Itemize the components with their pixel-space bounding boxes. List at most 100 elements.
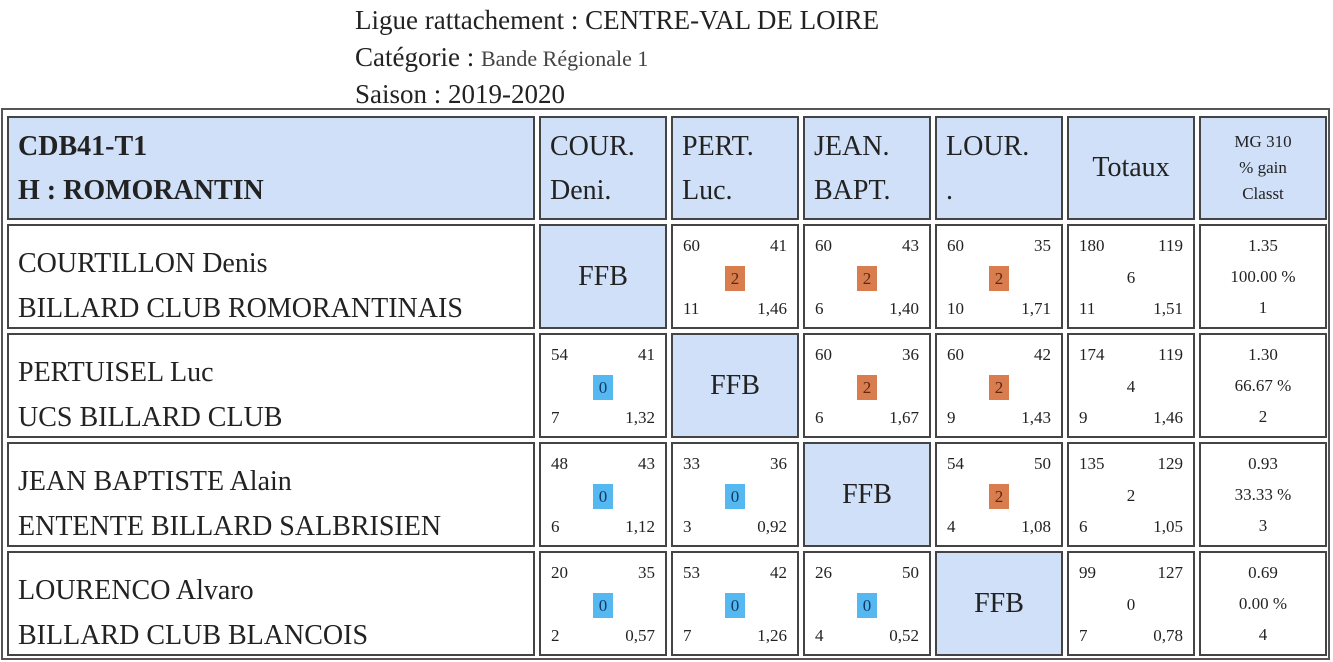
match-reprises: 2 — [551, 626, 560, 645]
match-average: 1,12 — [625, 517, 655, 536]
player-cell: LOURENCO Alvaro BILLARD CLUB BLANCOIS — [7, 551, 535, 656]
match-score-wrap: 2 — [805, 375, 929, 400]
match-average: 0,92 — [757, 517, 787, 536]
match-score-badge: 2 — [857, 375, 877, 400]
match-points: 54 — [551, 345, 568, 364]
match-score-wrap: 2 — [805, 266, 929, 291]
match-opponent-points: 50 — [1034, 454, 1051, 473]
match-average: 1,67 — [889, 408, 919, 427]
match-reprises: 6 — [815, 299, 824, 318]
totals-cell: 99 127 0 7 0,78 — [1067, 551, 1195, 656]
match-score-badge: 2 — [857, 266, 877, 291]
column-header-line1: JEAN. — [814, 131, 890, 162]
match-points: 20 — [551, 563, 568, 582]
match-score-wrap: 2 — [937, 375, 1061, 400]
match-reprises: 4 — [947, 517, 956, 536]
match-cell: 20 35 0 2 0,57 — [539, 551, 667, 656]
player-club: BILLARD CLUB BLANCOIS — [18, 620, 369, 651]
self-cell: FFB — [539, 224, 667, 329]
match-opponent-points: 35 — [1034, 236, 1051, 255]
totals-average: 0,78 — [1153, 626, 1183, 645]
match-opponent-points: 41 — [638, 345, 655, 364]
totals-points: 135 — [1079, 454, 1105, 473]
match-points: 60 — [815, 236, 832, 255]
totals-reprises: 11 — [1079, 299, 1096, 318]
match-reprises: 6 — [815, 408, 824, 427]
match-score-wrap: 2 — [937, 266, 1061, 291]
match-score-badge: 2 — [725, 266, 745, 291]
match-score-badge: 0 — [725, 484, 745, 509]
player-club: ENTENTE BILLARD SALBRISIEN — [18, 511, 442, 542]
self-cell: FFB — [935, 551, 1063, 656]
totals-reprises: 6 — [1079, 517, 1088, 536]
player-club: BILLARD CLUB ROMORANTINAIS — [18, 293, 463, 324]
totals-cell: 135 129 2 6 1,05 — [1067, 442, 1195, 547]
match-cell: 26 50 0 4 0,52 — [803, 551, 931, 656]
match-average: 1,40 — [889, 299, 919, 318]
totals-cell: 180 119 6 11 1,51 — [1067, 224, 1195, 329]
mg-cell: 0.69 0.00 % 4 — [1199, 551, 1327, 656]
match-average: 1,32 — [625, 408, 655, 427]
match-cell: 60 36 2 6 1,67 — [803, 333, 931, 438]
saison-value: 2019-2020 — [448, 79, 566, 109]
player-name: PERTUISEL Luc — [18, 357, 214, 388]
mg-rank: 3 — [1258, 516, 1268, 535]
match-score-badge: 2 — [989, 375, 1009, 400]
column-header-line2: Deni. — [550, 175, 612, 206]
match-opponent-points: 35 — [638, 563, 655, 582]
mg-value: 1.35 — [1248, 236, 1278, 255]
match-score-badge: 2 — [989, 484, 1009, 509]
totals-points: 174 — [1079, 345, 1105, 364]
ligue-label: Ligue rattachement : — [355, 5, 586, 35]
match-score-badge: 0 — [725, 593, 745, 618]
column-header-line1: COUR. — [550, 131, 635, 162]
player-cell: COURTILLON Denis BILLARD CLUB ROMORANTINA… — [7, 224, 535, 329]
match-score-wrap: 0 — [805, 593, 929, 618]
column-header-line1: LOUR. — [946, 131, 1030, 162]
totals-points: 180 — [1079, 236, 1105, 255]
header-categorie: Catégorie : Bande Régionale 1 — [355, 39, 648, 77]
match-reprises: 10 — [947, 299, 964, 318]
match-average: 1,08 — [1021, 517, 1051, 536]
player-name: JEAN BAPTISTE Alain — [18, 466, 292, 497]
match-opponent-points: 42 — [1034, 345, 1051, 364]
match-points: 54 — [947, 454, 964, 473]
ligue-value: CENTRE-VAL DE LOIRE — [585, 5, 880, 35]
mg-value: 0.93 — [1248, 454, 1278, 473]
mg-header: MG 310 % gain Classt — [1199, 116, 1327, 220]
match-points: 60 — [683, 236, 700, 255]
match-score-badge: 0 — [593, 375, 613, 400]
column-header-2: PERT. Luc. — [671, 116, 799, 220]
match-cell: 60 41 2 11 1,46 — [671, 224, 799, 329]
mg-header-line1: MG 310 — [1234, 132, 1292, 151]
match-cell: 48 43 0 6 1,12 — [539, 442, 667, 547]
totals-header: Totaux — [1067, 116, 1195, 220]
categorie-label: Catégorie : — [355, 42, 481, 72]
totals-opponent-points: 127 — [1157, 563, 1184, 582]
table-title-line2: H : ROMORANTIN — [18, 175, 264, 206]
match-reprises: 6 — [551, 517, 560, 536]
match-opponent-points: 36 — [902, 345, 919, 364]
table-title-cell: CDB41-T1 H : ROMORANTIN — [7, 116, 535, 220]
match-cell: 60 35 2 10 1,71 — [935, 224, 1063, 329]
mg-cell: 1.35 100.00 % 1 — [1199, 224, 1327, 329]
player-club: UCS BILLARD CLUB — [18, 402, 283, 433]
results-table-frame — [1, 108, 1330, 660]
mg-cell: 1.30 66.67 % 2 — [1199, 333, 1327, 438]
match-score-wrap: 2 — [937, 484, 1061, 509]
mg-header-line3: Classt — [1242, 184, 1284, 203]
mg-rank: 2 — [1258, 407, 1268, 426]
totals-average: 1,05 — [1153, 517, 1183, 536]
column-header-line2: . — [946, 175, 953, 206]
match-average: 0,52 — [889, 626, 919, 645]
mg-percent: 0.00 % — [1238, 594, 1288, 613]
player-cell: JEAN BAPTISTE Alain ENTENTE BILLARD SALBR… — [7, 442, 535, 547]
totals-opponent-points: 119 — [1158, 236, 1183, 255]
match-reprises: 7 — [551, 408, 560, 427]
self-cell: FFB — [671, 333, 799, 438]
match-points: 48 — [551, 454, 568, 473]
column-header-4: LOUR.. — [935, 116, 1063, 220]
match-score-badge: 0 — [593, 593, 613, 618]
match-points: 60 — [947, 236, 964, 255]
match-score-badge: 2 — [989, 266, 1009, 291]
